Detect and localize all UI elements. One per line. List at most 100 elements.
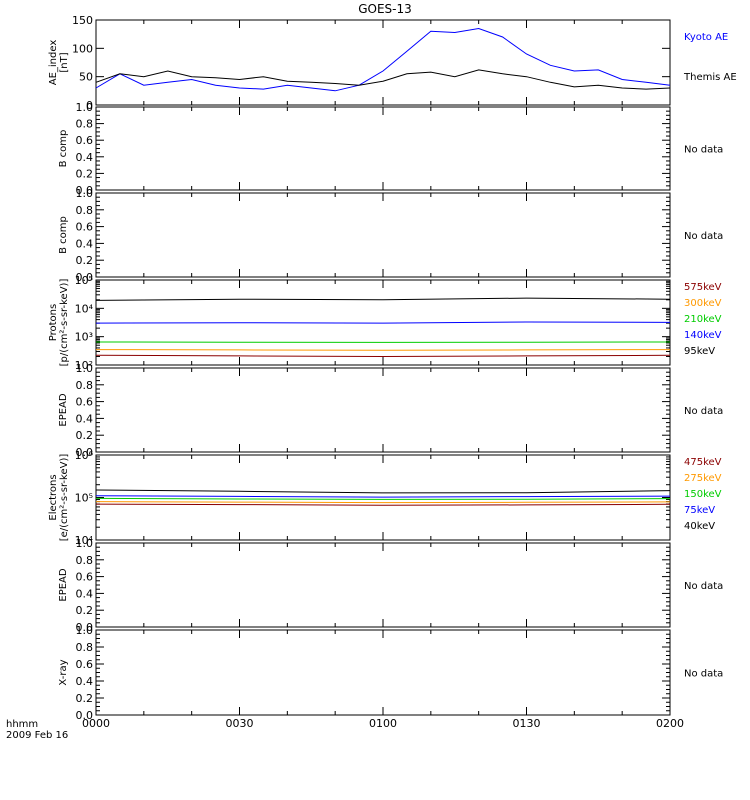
series-line-275kev (95, 501, 671, 504)
y-tick-label: 0.8 (76, 641, 94, 654)
y-tick-label: 10⁶ (75, 449, 94, 462)
y-tick-label: 10⁵ (75, 492, 93, 505)
legend-575kev: 575keV (684, 282, 722, 293)
y-tick-label: 0.6 (76, 134, 94, 147)
series-line-75kev (95, 495, 671, 498)
y-tick-label: 10⁴ (75, 302, 94, 315)
y-tick-label: 0 (86, 99, 93, 112)
y-tick-label: 0.0 (76, 621, 94, 634)
series-line-300kev (95, 349, 671, 351)
y-tick-label: 0.2 (76, 167, 94, 180)
no-data-note: No data (684, 145, 723, 156)
panel-4: 10² 10³ 10⁴ 10⁵ Protons [p/(cm²-s-sr-keV)] 575… (48, 274, 722, 372)
y-axis-label: EPEAD (58, 393, 69, 427)
y-tick-label: 0.0 (76, 446, 94, 459)
y-tick-label: 1.0 (76, 624, 94, 637)
y-tick-label: 0.4 (76, 412, 94, 425)
panels-group: 0 50 100 150 AE_index [nT] Kyoto AE Themis AE 0.… (48, 14, 737, 722)
y-axis-label: AE_index (48, 40, 59, 86)
y-axis-label: [e/(cm²-s-sr-keV)] (59, 454, 70, 542)
y-tick-label: 0.6 (76, 396, 94, 409)
chart-title: GOES-13 (358, 2, 412, 16)
panel-frame (95, 192, 671, 278)
y-tick-label: 0.8 (76, 379, 94, 392)
y-axis-label: [p/(cm²-s-sr-keV)] (59, 279, 70, 367)
series-line-150kev (95, 497, 671, 500)
series-line-140kev (95, 321, 671, 324)
series-line-40kev (95, 489, 671, 494)
legend-75kev: 75keV (684, 505, 715, 516)
y-axis-label: [nT] (59, 52, 70, 72)
panel-frame (95, 629, 671, 716)
no-data-note: No data (684, 581, 723, 592)
y-tick-label: 10³ (75, 331, 93, 344)
y-tick-label: 0.6 (76, 571, 94, 584)
y-tick-label: 0.4 (76, 587, 94, 600)
panel-frame (95, 367, 671, 453)
x-axis: 0000 0030 0100 0130 0200 (82, 717, 684, 730)
legend-95kev: 95keV (684, 346, 715, 357)
series-line-themis-ae (95, 69, 671, 90)
y-tick-label: 0.8 (76, 118, 94, 131)
series-line-95kev (95, 297, 671, 301)
y-tick-label: 100 (72, 42, 93, 55)
y-axis-label: Electrons (48, 474, 59, 520)
x-axis-date-label: 2009 Feb 16 (6, 730, 68, 741)
legend-kyoto-ae: Kyoto AE (684, 32, 728, 43)
x-tick-label: 0030 (226, 717, 254, 730)
y-tick-label: 0.6 (76, 658, 94, 671)
y-tick-label: 1.0 (76, 537, 94, 550)
y-tick-label: 1.0 (76, 187, 94, 200)
legend-275kev: 275keV (684, 473, 722, 484)
y-tick-label: 0.4 (76, 675, 94, 688)
y-axis-label: B comp (58, 130, 69, 168)
no-data-note: No data (684, 406, 723, 417)
panel-7: 0.0 0.2 0.4 0.6 0.8 1.0 EPEAD No data (58, 537, 723, 634)
x-axis-unit-label: hhmm (6, 719, 38, 730)
no-data-note: No data (684, 231, 723, 242)
y-axis-label: EPEAD (58, 568, 69, 602)
legend-140kev: 140keV (684, 330, 722, 341)
y-tick-label: 0.4 (76, 237, 94, 250)
panel-2: 0.0 0.2 0.4 0.6 0.8 1.0 B comp No data (58, 101, 723, 197)
legend-40kev: 40keV (684, 521, 715, 532)
legend-210kev: 210keV (684, 314, 722, 325)
y-tick-label: 0.0 (76, 184, 94, 197)
y-tick-label: 0.8 (76, 554, 94, 567)
no-data-note: No data (684, 669, 723, 680)
y-tick-label: 0.2 (76, 254, 94, 267)
panel-frame (95, 106, 671, 191)
y-axis-label: B comp (58, 216, 69, 254)
y-axis-label: Protons (48, 304, 59, 341)
panel-frame (95, 542, 671, 628)
y-tick-label: 0.2 (76, 429, 94, 442)
x-tick-label: 0100 (369, 717, 397, 730)
panel-5: 0.0 0.2 0.4 0.6 0.8 1.0 EPEAD No data (58, 362, 723, 459)
y-tick-label: 50 (79, 71, 93, 84)
legend-themis-ae: Themis AE (683, 72, 737, 83)
panel-frame (95, 19, 671, 106)
legend-150kev: 150keV (684, 489, 722, 500)
legend-300kev: 300keV (684, 298, 722, 309)
legend-475kev: 475keV (684, 457, 722, 468)
y-tick-label: 0.2 (76, 604, 94, 617)
series-line-kyoto-ae (95, 27, 671, 92)
y-tick-label: 0.8 (76, 204, 94, 217)
x-tick-label: 0000 (82, 717, 110, 730)
y-tick-label: 10⁵ (75, 274, 93, 287)
series-line-475kev (95, 503, 671, 506)
panel-1: 0 50 100 150 AE_index [nT] Kyoto AE Themis AE (48, 14, 737, 112)
panel-8: 0.0 0.2 0.4 0.6 0.8 1.0 X-ray No data (58, 624, 723, 722)
x-tick-label: 0200 (656, 717, 684, 730)
y-tick-label: 0.0 (76, 709, 94, 722)
y-tick-label: 0.0 (76, 271, 94, 284)
panel-6: 10⁴ 10⁵ 10⁶ Electrons [e/(cm²-s-sr-keV)] 475k… (48, 449, 722, 547)
y-tick-label: 1.0 (76, 362, 94, 375)
y-tick-label: 1.0 (76, 101, 94, 114)
panel-3: 0.0 0.2 0.4 0.6 0.8 1.0 B comp No data (58, 187, 723, 284)
series-line-575kev (95, 354, 671, 358)
y-tick-label: 0.2 (76, 692, 94, 705)
y-tick-label: 150 (72, 14, 93, 27)
y-tick-label: 0.4 (76, 151, 94, 164)
